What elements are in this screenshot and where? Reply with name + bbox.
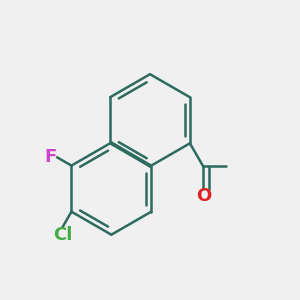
Text: F: F — [45, 148, 57, 166]
Text: Cl: Cl — [53, 226, 72, 244]
Text: O: O — [196, 187, 211, 205]
